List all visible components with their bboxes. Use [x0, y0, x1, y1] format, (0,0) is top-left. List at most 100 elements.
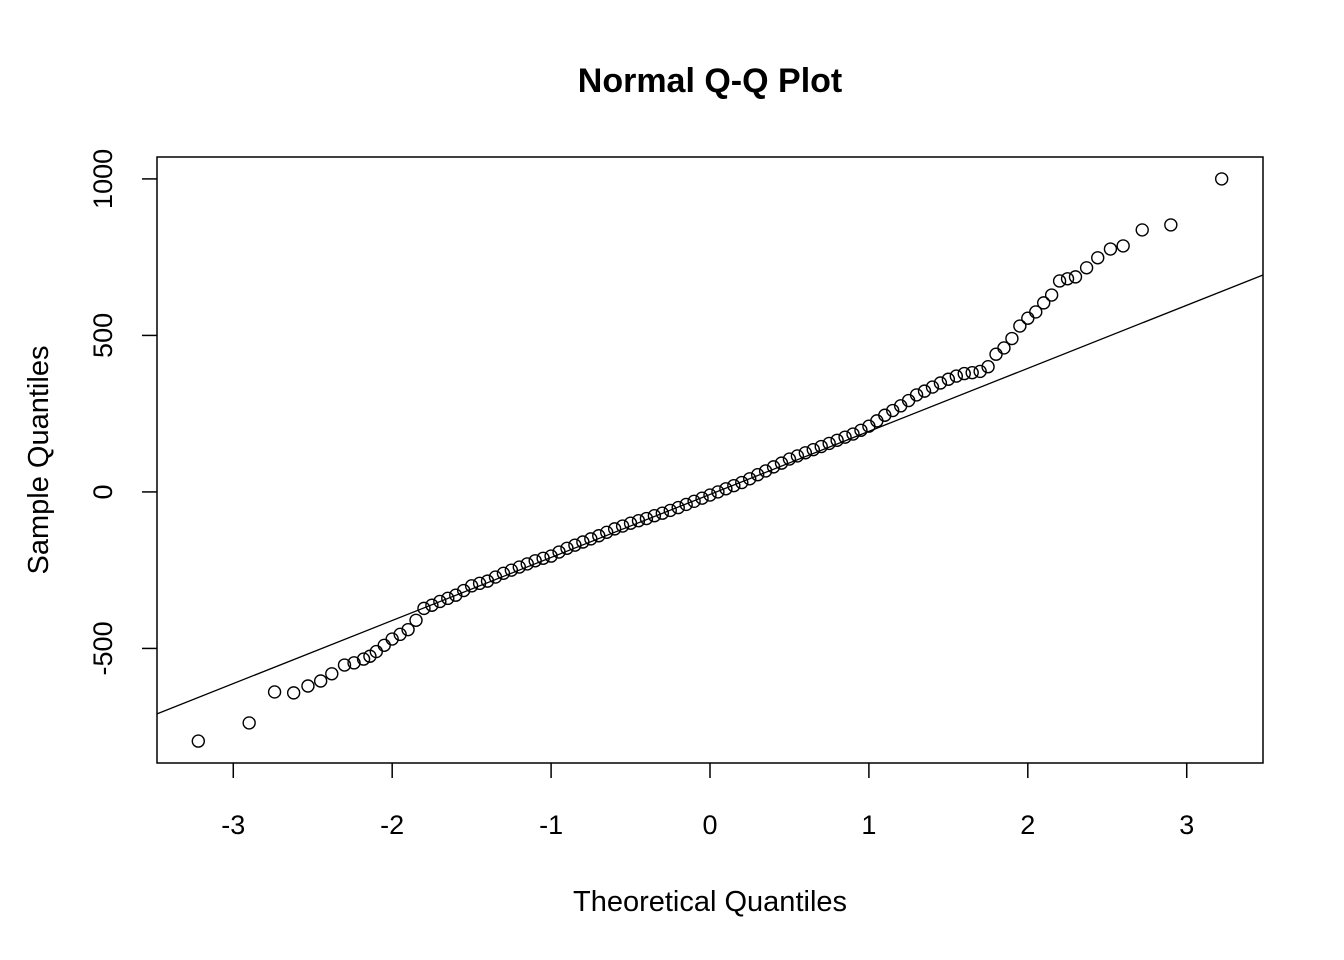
point	[1091, 251, 1105, 265]
point	[1037, 296, 1051, 310]
point	[1214, 172, 1229, 186]
point	[409, 613, 423, 627]
point	[679, 497, 693, 512]
plot-frame	[156, 156, 1264, 764]
point	[695, 491, 709, 505]
point	[401, 622, 415, 637]
point	[425, 598, 439, 612]
x-tick-label: -2	[380, 810, 404, 840]
point	[520, 557, 534, 571]
point	[1068, 270, 1083, 284]
point	[584, 532, 598, 546]
point	[496, 566, 511, 581]
point	[347, 656, 361, 670]
point	[878, 408, 892, 422]
point	[552, 545, 566, 559]
x-tick-label: 1	[861, 810, 876, 840]
point	[191, 734, 206, 748]
point	[965, 365, 979, 380]
point	[1164, 218, 1178, 232]
point	[886, 403, 900, 418]
point	[1005, 331, 1019, 346]
point	[941, 372, 956, 386]
point	[1103, 242, 1118, 256]
point	[806, 442, 820, 457]
point	[544, 549, 558, 563]
point	[1060, 272, 1075, 286]
point	[1052, 274, 1067, 288]
point	[830, 433, 844, 447]
point	[727, 478, 741, 493]
point	[377, 638, 391, 653]
point	[838, 430, 852, 444]
point	[917, 384, 932, 398]
point	[480, 574, 495, 588]
point	[719, 482, 733, 496]
point	[504, 563, 519, 577]
point	[750, 468, 765, 482]
point	[1116, 239, 1130, 253]
point	[790, 449, 805, 463]
point	[909, 388, 924, 402]
y-tick-label: -500	[88, 621, 118, 675]
x-tick-label: -3	[221, 810, 245, 840]
point	[615, 519, 630, 533]
point	[774, 456, 789, 470]
x-tick-label: 0	[702, 810, 717, 840]
point	[663, 503, 677, 518]
point	[356, 652, 371, 666]
point	[512, 560, 527, 574]
point	[1029, 305, 1043, 319]
point	[1135, 223, 1149, 237]
point	[592, 529, 606, 543]
point	[631, 514, 646, 528]
point	[568, 538, 582, 552]
point	[973, 364, 987, 379]
point	[814, 439, 828, 454]
point	[623, 516, 638, 530]
point	[957, 366, 971, 381]
point	[854, 423, 868, 437]
x-tick-label: 3	[1179, 810, 1194, 840]
point	[536, 551, 550, 565]
point	[933, 376, 948, 390]
point	[393, 627, 407, 642]
point	[600, 525, 614, 540]
point	[639, 511, 654, 526]
point	[735, 475, 749, 490]
y-tick-label: 1000	[88, 149, 118, 209]
point	[1021, 311, 1035, 325]
point	[337, 658, 352, 672]
point	[711, 485, 725, 499]
reference-line	[156, 274, 1264, 715]
point	[464, 579, 479, 593]
point	[798, 446, 813, 460]
point	[1013, 319, 1027, 333]
point	[687, 494, 701, 509]
point	[576, 535, 590, 549]
point	[846, 427, 860, 441]
point	[981, 360, 995, 374]
y-tick-label: 0	[88, 484, 118, 499]
point	[703, 488, 717, 502]
point	[925, 380, 940, 394]
point	[313, 674, 328, 688]
x-tick-label: -1	[539, 810, 563, 840]
point	[997, 341, 1011, 355]
point	[743, 472, 757, 486]
point	[385, 632, 399, 646]
point	[242, 716, 256, 730]
point	[449, 588, 463, 602]
point	[267, 685, 282, 699]
point	[758, 464, 773, 478]
point	[417, 601, 431, 616]
point	[989, 347, 1003, 361]
point	[441, 591, 455, 606]
point	[456, 583, 471, 598]
point	[655, 506, 670, 520]
point	[949, 369, 964, 383]
y-tick-label: 500	[88, 313, 118, 358]
point	[671, 500, 685, 515]
point	[647, 509, 662, 523]
